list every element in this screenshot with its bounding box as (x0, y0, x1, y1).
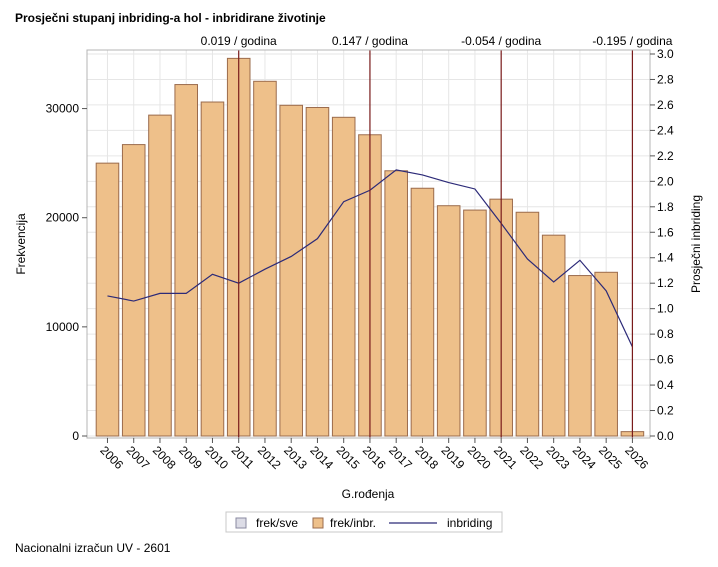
x-tick-label: 2017 (386, 443, 415, 472)
y-tick-label: 10000 (46, 320, 80, 334)
x-tick-label: 2018 (412, 443, 441, 472)
bar-layer (95, 57, 645, 437)
x-tick-label: 2015 (334, 443, 363, 472)
bar (121, 144, 146, 437)
x-tick-label: 2023 (544, 443, 573, 472)
x-tick-label: 2020 (465, 443, 494, 472)
x-axis-title: G.rođenja (342, 487, 395, 501)
y2-tick-label: 0.6 (657, 353, 674, 367)
legend-swatch-sve (235, 517, 247, 529)
y2-tick-label: 2.2 (657, 149, 674, 163)
y2-tick-label: 2.6 (657, 98, 674, 112)
reference-line-label: 0.147 / godina (332, 34, 408, 48)
y2-tick-label: 3.0 (657, 47, 674, 61)
bar (279, 104, 303, 437)
legend-label-line: inbriding (447, 516, 492, 530)
x-tick-label: 2016 (360, 443, 389, 472)
y2-tick-label: 2.0 (657, 174, 674, 188)
bar (384, 170, 408, 437)
x-tick-label: 2006 (97, 443, 126, 472)
x-tick-label: 2026 (622, 443, 651, 472)
y2-tick-label: 1.2 (657, 276, 674, 290)
y2-tick-label: 1.6 (657, 225, 674, 239)
bar (174, 84, 199, 437)
chart-title: Prosječni stupanj inbriding-a hol - inbr… (15, 11, 326, 25)
x-tick-label: 2011 (229, 443, 257, 471)
bar (436, 205, 461, 437)
y2-tick-label: 0.0 (657, 429, 674, 443)
bar (95, 162, 120, 437)
x-tick-label: 2025 (596, 443, 625, 472)
bar (568, 275, 592, 437)
y2-tick-label: 0.8 (657, 327, 674, 341)
y-tick-label: 30000 (46, 102, 80, 116)
reference-line-label: 0.019 / godina (201, 34, 277, 48)
legend: frek/sve frek/inbr. inbriding (225, 511, 503, 533)
bar (305, 106, 330, 437)
bar (148, 114, 172, 437)
bar (331, 116, 356, 437)
y-tick-label: 0 (72, 429, 79, 443)
x-tick-label: 2021 (491, 443, 520, 472)
reference-lines: 0.019 / godina 0.147 / godina -0.054 / god… (201, 34, 673, 438)
y2-tick-label: 2.8 (657, 72, 674, 86)
y2-tick-label: 1.4 (657, 251, 674, 265)
x-tick-label: 2012 (255, 443, 284, 472)
bar (594, 271, 618, 437)
bar (463, 209, 487, 437)
legend-swatch-inbr (312, 517, 324, 529)
y2-tick-label: 1.0 (657, 302, 674, 316)
x-tick-label: 2014 (307, 443, 336, 472)
x-tick-label: 2009 (176, 443, 205, 472)
x-tick-label: 2007 (124, 443, 153, 472)
bar (200, 101, 225, 437)
x-tick-label: 2022 (517, 443, 546, 472)
y-axis-title: Frekvencija (14, 213, 28, 275)
y2-tick-label: 1.8 (657, 200, 674, 214)
plot-frame (86, 49, 651, 439)
reference-line-label: -0.195 / godina (592, 34, 672, 48)
y2-axis-title: Prosječni inbriding (689, 195, 703, 293)
footer-note: Nacionalni izračun UV - 2601 (15, 541, 171, 555)
x-tick-label: 2019 (439, 443, 468, 472)
x-tick-label: 2013 (281, 443, 310, 472)
y2-tick-label: 0.4 (657, 378, 674, 392)
y2-tick-label: 2.4 (657, 123, 674, 137)
bar (541, 234, 566, 437)
x-tick-label: 2024 (570, 443, 599, 472)
legend-box (225, 511, 503, 533)
y-tick-label: 20000 (46, 211, 80, 225)
x-tick-label: 2010 (202, 443, 231, 472)
legend-label-sve: frek/sve (256, 516, 298, 530)
bar (515, 211, 540, 437)
reference-line-label: -0.054 / godina (461, 34, 541, 48)
x-tick-label: 2008 (150, 443, 179, 472)
legend-label-inbr: frek/inbr. (330, 516, 376, 530)
bar (253, 80, 277, 437)
bar (410, 187, 435, 437)
y2-tick-label: 0.2 (657, 404, 674, 418)
